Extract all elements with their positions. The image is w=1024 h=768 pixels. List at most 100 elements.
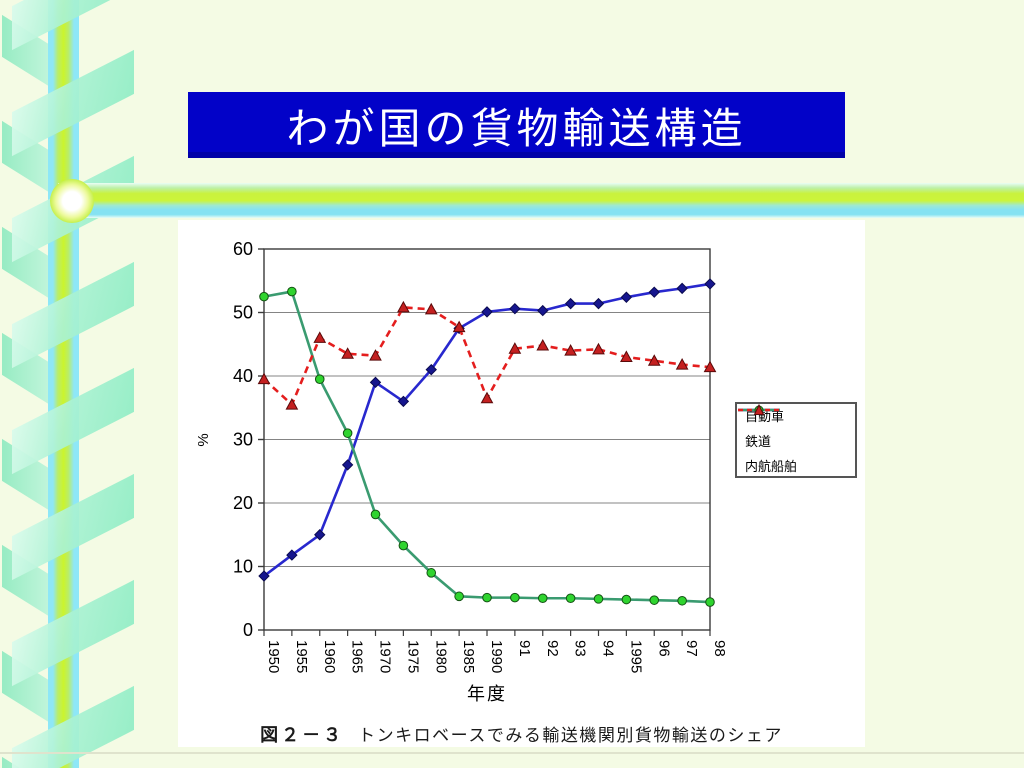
circle-marker [342, 428, 353, 438]
circle-marker [426, 568, 437, 578]
triangle-marker [592, 342, 605, 355]
triangle-marker [508, 342, 522, 354]
circle-marker [593, 594, 604, 604]
circle-marker [259, 291, 269, 302]
title-banner: わが国の貨物輸送構造 [188, 92, 845, 158]
chart-legend: 自動車 鉄道 内航船舶 [735, 402, 857, 478]
bottom-divider-line [0, 752, 1024, 754]
caption-text: トンキロベースでみる輸送機関別貨物輸送のシェア [358, 726, 783, 745]
triangle-marker [480, 391, 494, 404]
diamond-marker [258, 570, 270, 582]
diamond-marker [592, 297, 605, 310]
triangle-marker [620, 350, 633, 362]
y-tick-label: 60 [233, 239, 253, 259]
circle-marker [510, 592, 520, 603]
x-tick-label: 1990 [488, 640, 505, 673]
x-tick-label: 1970 [377, 640, 394, 673]
figure-caption: 図２－３ トンキロベースでみる輸送機関別貨物輸送のシェア [178, 721, 865, 747]
diamond-marker [341, 459, 354, 471]
diamond-marker [537, 304, 549, 317]
triangle-marker [257, 372, 271, 385]
triangle-marker [424, 302, 438, 315]
circle-marker [287, 286, 297, 297]
circle-marker [649, 595, 660, 605]
y-axis: 0 10 20 30 40 50 60 [233, 239, 264, 640]
circle-marker [314, 374, 325, 384]
diamond-marker [314, 529, 326, 541]
x-axis: 1950 1955 1960 1965 1970 1975 1980 1985 1990 91 92… [263, 630, 728, 673]
diamond-marker [397, 395, 410, 408]
caption-label: 図２－３ [260, 725, 345, 745]
x-tick-label: 1985 [460, 640, 477, 673]
x-axis-title: 年度 [467, 684, 507, 704]
triangle-marker [285, 398, 299, 410]
x-tick-label: 96 [655, 640, 672, 657]
gridlines [264, 312, 710, 567]
circle-marker [537, 593, 548, 604]
diamond-marker [509, 302, 521, 315]
circle-marker [454, 591, 464, 602]
circle-marker [705, 597, 715, 607]
x-tick-label: 94 [600, 640, 617, 657]
circle-marker [677, 595, 687, 606]
triangle-marker [647, 354, 661, 366]
triangle-marker [452, 320, 466, 333]
chart-panel: 0 10 20 30 40 50 60% 1950 1955 1960 1965 1970 1975 19… [178, 220, 865, 747]
legend-line-sample-triangle [738, 404, 780, 415]
x-tick-label: 1995 [627, 640, 644, 673]
triangle-marker [564, 344, 577, 356]
circle-marker [482, 592, 492, 603]
legend-item-railway: 鉄道 [738, 405, 855, 450]
x-tick-label: 1975 [404, 640, 421, 673]
x-tick-label: 1955 [293, 640, 310, 673]
y-tick-label: 10 [233, 557, 253, 577]
diamond-marker [648, 286, 660, 298]
legend-label: 内航船舶 [745, 458, 798, 474]
glow-ball-decoration [50, 179, 94, 223]
triangle-marker [536, 338, 550, 351]
legend-label: 自動車 [745, 408, 785, 424]
y-tick-label: 0 [243, 620, 253, 640]
series-coastal-shipping [257, 300, 717, 410]
series-line-coastal-shipping [263, 306, 711, 407]
diamond-marker [564, 297, 577, 310]
triangle-marker [313, 331, 327, 343]
y-tick-label: 30 [233, 430, 253, 450]
diamond-marker [369, 376, 382, 389]
x-tick-label: 97 [683, 640, 700, 657]
series-line-automobile [263, 282, 711, 578]
circle-marker [370, 509, 381, 520]
x-tick-label: 91 [516, 640, 533, 657]
triangle-marker [341, 347, 354, 359]
x-tick-label: 98 [711, 640, 728, 657]
x-tick-label: 1950 [265, 640, 282, 673]
x-tick-label: 93 [572, 640, 589, 657]
x-tick-label: 1965 [349, 640, 366, 673]
series-line-railway [263, 290, 711, 604]
triangle-marker [703, 360, 717, 373]
diamond-marker [676, 282, 688, 295]
page-title: わが国の貨物輸送構造 [286, 104, 747, 152]
y-tick-label: 40 [233, 366, 253, 386]
horizontal-divider-band [58, 183, 1024, 218]
y-axis-title: % [195, 433, 212, 446]
x-tick-label: 1960 [321, 640, 338, 673]
series-railway [259, 286, 715, 607]
x-tick-label: 1980 [432, 640, 449, 673]
series-automobile [258, 278, 716, 582]
diamond-marker [286, 549, 298, 561]
circle-marker [398, 540, 409, 551]
circle-marker [621, 594, 632, 605]
diamond-marker [425, 363, 437, 376]
left-ribbon-decoration [0, 0, 160, 768]
y-tick-label: 20 [233, 493, 253, 513]
triangle-marker [369, 349, 382, 361]
circle-marker [565, 593, 576, 604]
legend-label: 鉄道 [745, 433, 772, 449]
triangle-marker [675, 358, 689, 370]
x-tick-label: 92 [544, 640, 561, 657]
triangle-marker [397, 300, 410, 313]
diamond-marker [481, 306, 493, 318]
y-tick-label: 50 [233, 303, 253, 323]
legend-item-coastal-shipping: 内航船舶 [738, 404, 855, 475]
